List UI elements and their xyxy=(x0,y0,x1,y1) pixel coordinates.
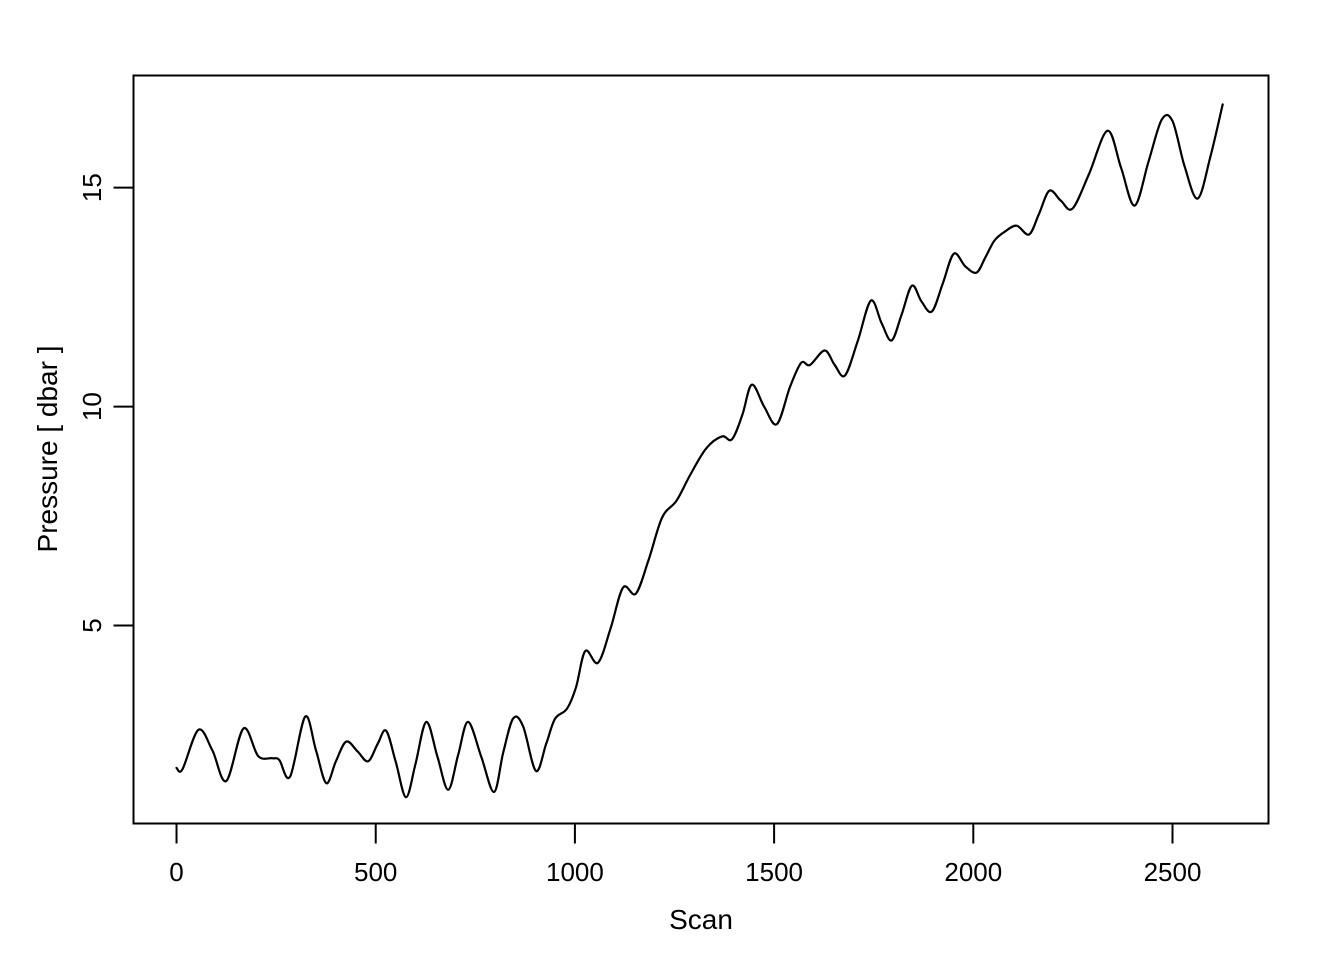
x-tick-label: 1500 xyxy=(745,857,803,887)
x-tick-label: 0 xyxy=(169,857,183,887)
x-tick-label: 2000 xyxy=(944,857,1002,887)
x-tick-label: 500 xyxy=(354,857,397,887)
y-tick-label: 5 xyxy=(77,618,107,632)
pressure-series-line xyxy=(175,103,1224,799)
y-tick-label: 15 xyxy=(77,173,107,202)
y-axis-ticks: 5 10 15 xyxy=(77,173,134,633)
x-tick-label: 1000 xyxy=(546,857,604,887)
x-axis-ticks: 0 500 1000 1500 2000 2500 xyxy=(169,823,1202,887)
x-tick-label: 2500 xyxy=(1144,857,1202,887)
y-axis-title: Pressure [ dbar ] xyxy=(32,346,63,553)
y-tick-label: 10 xyxy=(77,392,107,421)
x-axis-title: Scan xyxy=(669,904,733,935)
plot-border xyxy=(132,74,1270,825)
